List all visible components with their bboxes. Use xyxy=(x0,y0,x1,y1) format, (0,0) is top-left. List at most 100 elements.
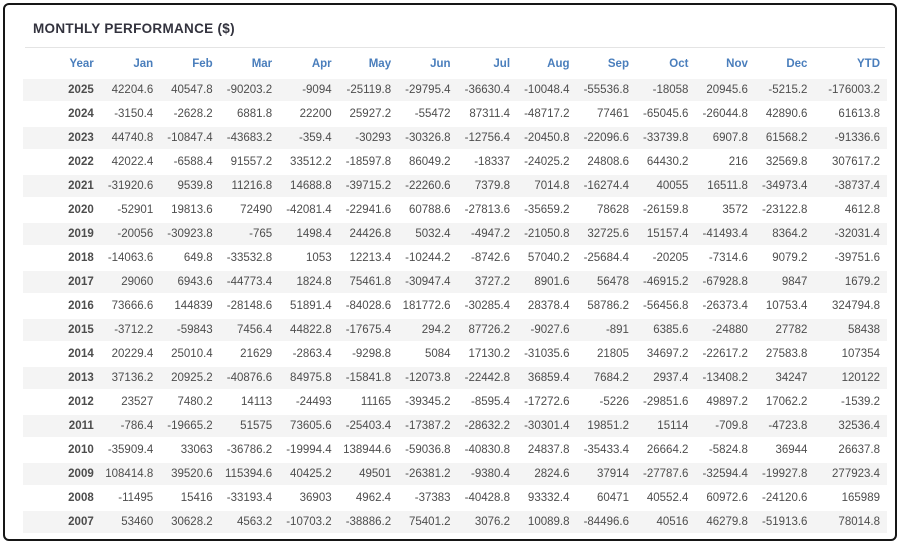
value-cell: 3572 xyxy=(695,198,755,223)
monthly-performance-table: Year Jan Feb Mar Apr May Jun Jul Aug Sep Oct Nov Dec… xyxy=(23,48,887,535)
value-cell: -46915.2 xyxy=(635,270,696,295)
value-cell: 33063 xyxy=(160,438,220,463)
value-cell: -30326.8 xyxy=(398,126,458,151)
year-cell: 2022 xyxy=(23,150,101,175)
value-cell: 4563.2 xyxy=(219,510,280,535)
value-cell: -37383 xyxy=(398,486,458,511)
value-cell: 15157.4 xyxy=(635,222,696,247)
value-cell: 10089.8 xyxy=(517,510,577,535)
value-cell: -22096.6 xyxy=(576,126,636,151)
value-cell: 32725.6 xyxy=(576,222,636,247)
value-cell: 93332.4 xyxy=(517,486,577,511)
value-cell: 36944 xyxy=(754,438,815,463)
ytd-cell: 32536.4 xyxy=(814,414,887,439)
value-cell: 49501 xyxy=(338,462,399,487)
value-cell: -2863.4 xyxy=(279,342,339,367)
value-cell: -17387.2 xyxy=(398,414,458,439)
value-cell: 7684.2 xyxy=(576,366,636,391)
value-cell: -24880 xyxy=(695,318,755,343)
column-header-jul: Jul xyxy=(493,58,511,70)
value-cell: 15416 xyxy=(160,486,220,511)
value-cell: 25010.4 xyxy=(160,342,220,367)
year-cell: 2013 xyxy=(23,366,101,391)
value-cell: -52901 xyxy=(100,198,161,223)
value-cell: -84496.6 xyxy=(576,510,636,535)
value-cell: 12213.4 xyxy=(338,246,399,271)
value-cell: -26159.8 xyxy=(635,198,696,223)
value-cell: -765 xyxy=(219,222,280,247)
value-cell: 649.8 xyxy=(160,246,220,271)
ytd-cell: 78014.8 xyxy=(814,510,887,535)
ytd-cell: -1539.2 xyxy=(814,390,887,415)
value-cell: -51913.6 xyxy=(754,510,815,535)
value-cell: 20229.4 xyxy=(100,342,161,367)
value-cell: -5215.2 xyxy=(754,79,815,103)
year-cell: 2014 xyxy=(23,342,101,367)
ytd-cell: 4612.8 xyxy=(814,198,887,223)
value-cell: -48717.2 xyxy=(517,102,577,127)
value-cell: 6943.6 xyxy=(160,270,220,295)
value-cell: 2937.4 xyxy=(635,366,696,391)
table-row-2014: 2014 20229.4 25010.4 21629 -2863.4 -9298.8 508… xyxy=(23,342,887,367)
value-cell: 7379.8 xyxy=(457,174,518,199)
ytd-cell: -38737.4 xyxy=(814,174,887,199)
value-cell: 14113 xyxy=(219,390,280,415)
value-cell: 40055 xyxy=(635,174,696,199)
table-body: 2025 42204.6 40547.8 -90203.2 -9094 -25119.8-… xyxy=(23,79,887,535)
table-row-2016: 2016 73666.6 144839 -28148.6 51891.4 -84028.6… xyxy=(23,294,887,319)
value-cell: 7014.8 xyxy=(517,174,577,199)
value-cell: -14063.6 xyxy=(100,246,161,271)
value-cell: -17675.4 xyxy=(338,318,399,343)
year-cell: 2024 xyxy=(23,102,101,127)
value-cell: 20945.6 xyxy=(695,79,755,103)
value-cell: -4723.8 xyxy=(754,414,815,439)
value-cell: 87726.2 xyxy=(457,318,518,343)
value-cell: 34247 xyxy=(754,366,815,391)
value-cell: 6907.8 xyxy=(695,126,755,151)
table-row-2012: 2012 23527 7480.2 14113 -24493 11165 -39345.2-… xyxy=(23,390,887,415)
value-cell: 2824.6 xyxy=(517,462,577,487)
value-cell: 3076.2 xyxy=(457,510,518,535)
table-row-2011: 2011 -786.4 -19665.2 51575 73605.6 -25403.4 -1… xyxy=(23,414,887,439)
value-cell: 30628.2 xyxy=(160,510,220,535)
value-cell: -18058 xyxy=(635,79,696,103)
value-cell: 51575 xyxy=(219,414,280,439)
value-cell: -18597.8 xyxy=(338,150,399,175)
value-cell: -55472 xyxy=(398,102,458,127)
value-cell: 181772.6 xyxy=(398,294,458,319)
value-cell: -10048.4 xyxy=(517,79,577,103)
value-cell: 10753.4 xyxy=(754,294,815,319)
value-cell: -25119.8 xyxy=(338,79,399,103)
value-cell: -24025.2 xyxy=(517,150,577,175)
table-row-2013: 2013 37136.2 20925.2 -40876.6 84975.8 -15841.… xyxy=(23,366,887,391)
ytd-cell: 61613.8 xyxy=(814,102,887,127)
value-cell: 21629 xyxy=(219,342,280,367)
value-cell: -4947.2 xyxy=(457,222,518,247)
value-cell: 60471 xyxy=(576,486,636,511)
value-cell: 42890.6 xyxy=(754,102,815,127)
value-cell: 44740.8 xyxy=(100,126,161,151)
value-cell: -22941.6 xyxy=(338,198,399,223)
value-cell: -28632.2 xyxy=(457,414,518,439)
value-cell: -16274.4 xyxy=(576,174,636,199)
value-cell: -30293 xyxy=(338,126,399,151)
value-cell: 40552.4 xyxy=(635,486,696,511)
value-cell: -36630.4 xyxy=(457,79,518,103)
value-cell: 37136.2 xyxy=(100,366,161,391)
value-cell: -26381.2 xyxy=(398,462,458,487)
value-cell: 11165 xyxy=(338,390,399,415)
value-cell: 16511.8 xyxy=(695,174,755,199)
table-row-2023: 2023 44740.8 -10847.4 -43683.2 -359.4 -30293-… xyxy=(23,126,887,151)
value-cell: 57040.2 xyxy=(517,246,577,271)
value-cell: 40425.2 xyxy=(279,462,339,487)
year-cell: 2008 xyxy=(23,486,101,511)
value-cell: 7456.4 xyxy=(219,318,280,343)
value-cell: -7314.6 xyxy=(695,246,755,271)
title-divider xyxy=(25,47,885,48)
value-cell: -15841.8 xyxy=(338,366,399,391)
value-cell: 53460 xyxy=(100,510,161,535)
value-cell: -786.4 xyxy=(100,414,161,439)
value-cell: 20925.2 xyxy=(160,366,220,391)
value-cell: -22617.2 xyxy=(695,342,755,367)
year-cell: 2018 xyxy=(23,246,101,271)
